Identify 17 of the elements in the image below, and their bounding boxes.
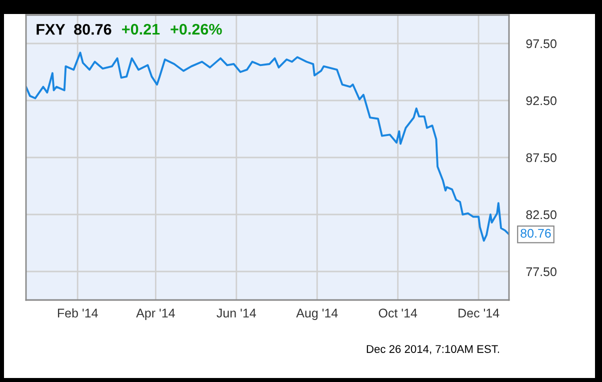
line-series bbox=[26, 52, 509, 242]
text: Dec 26 2014, 7:10AM EST. bbox=[366, 345, 499, 354]
y-tick-label: 82.50 bbox=[526, 210, 556, 220]
annotation: +0.26% bbox=[170, 24, 222, 35]
x-tick-label: Jun '14 bbox=[216, 308, 256, 318]
x-tick-label: Oct '14 bbox=[378, 308, 418, 318]
x-tick-label: Aug '14 bbox=[296, 308, 338, 320]
y-tick-label: 92.50 bbox=[526, 96, 556, 106]
data-label: 80.76 bbox=[520, 228, 551, 238]
y-tick-label: 97.50 bbox=[526, 39, 556, 48]
x-tick-label: Dec '14 bbox=[458, 308, 500, 318]
y-tick-label: 77.50 bbox=[526, 267, 556, 276]
x-tick-label: Feb '14 bbox=[58, 308, 98, 318]
chart-title: FXY 80.76 bbox=[36, 24, 112, 35]
y-tick-label: 87.50 bbox=[526, 153, 556, 162]
x-tick-label: Apr '14 bbox=[136, 308, 175, 320]
annotation: +0.21 bbox=[122, 24, 160, 35]
